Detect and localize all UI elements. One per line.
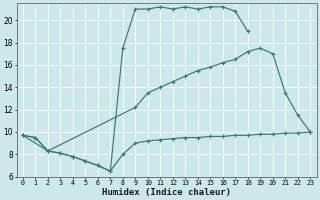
X-axis label: Humidex (Indice chaleur): Humidex (Indice chaleur) bbox=[102, 188, 231, 197]
